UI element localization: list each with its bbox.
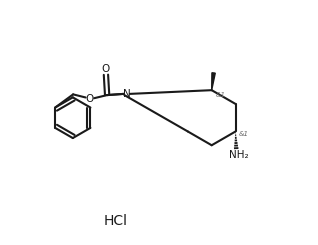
Text: O: O: [102, 64, 110, 74]
Text: &1: &1: [216, 92, 225, 98]
Text: O: O: [86, 94, 94, 104]
Text: N: N: [123, 89, 131, 99]
Polygon shape: [212, 73, 215, 90]
Text: &1: &1: [239, 131, 249, 136]
Text: HCl: HCl: [104, 214, 128, 228]
Text: NH₂: NH₂: [229, 150, 248, 160]
